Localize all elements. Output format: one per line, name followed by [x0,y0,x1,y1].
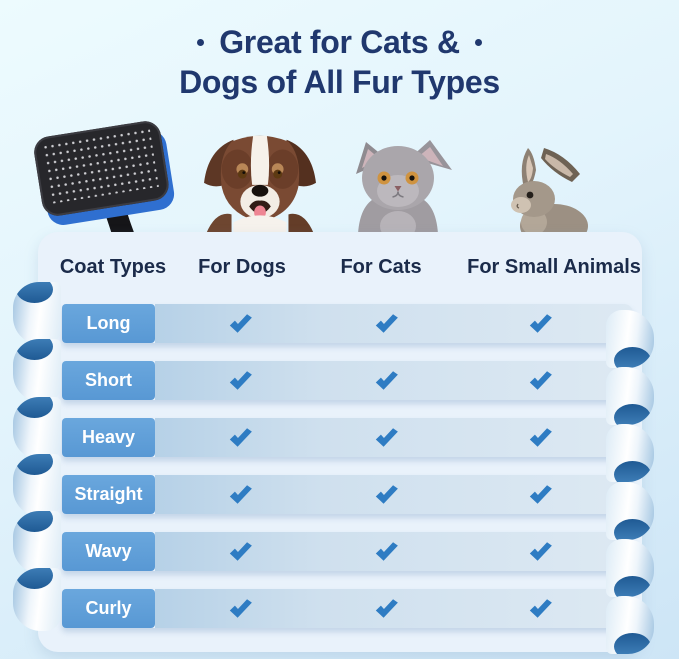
ribbon-curl-left [13,454,61,517]
check-icon [529,313,552,333]
row-band [155,361,633,400]
ribbon-curl-right [606,482,654,540]
ribbon-curl-right [606,424,654,482]
coat-type-label: Long [62,304,155,343]
page-title: Great for Cats & Dogs of All Fur Types [0,22,679,102]
check-icon [375,427,398,447]
ribbon-curl-left [13,397,61,460]
rabbit-image [511,148,588,234]
row-band [155,532,633,571]
check-icon [529,370,552,390]
check-icon [375,484,398,504]
comparison-table: Coat Types For Dogs For Cats For Small A… [38,232,642,652]
table-row: Heavy [62,418,633,457]
ribbon-curl-right [606,596,654,654]
table-row: Short [62,361,633,400]
cat-image [356,140,452,234]
title-line-2: Dogs of All Fur Types [179,64,500,100]
row-band [155,304,633,343]
check-icon [229,484,252,504]
coat-type-label: Wavy [62,532,155,571]
check-icon [529,427,552,447]
check-icon [529,541,552,561]
coat-type-label: Curly [62,589,155,628]
check-icon [229,598,252,618]
table-row: Straight [62,475,633,514]
coat-type-label: Heavy [62,418,155,457]
decorative-dot-left [197,38,205,46]
check-icon [375,313,398,333]
check-icon [529,484,552,504]
check-icon [229,370,252,390]
row-band [155,589,633,628]
table-row: Long [62,304,633,343]
coat-type-label: Straight [62,475,155,514]
header-for-cats: For Cats [340,255,422,278]
header-for-small-animals: For Small Animals [467,255,641,278]
check-icon [229,313,252,333]
ribbon-curl-left [13,339,61,402]
header-coat-types: Coat Types [59,255,167,278]
check-icon [229,427,252,447]
ribbon-curl-left [13,511,61,574]
check-icon [375,598,398,618]
ribbon-curl-right [606,367,654,425]
slicker-brush-image [34,121,175,238]
ribbon-curl-right [606,310,654,368]
dog-image [204,135,316,234]
check-icon [375,370,398,390]
check-icon [375,541,398,561]
table-row: Wavy [62,532,633,571]
table-row: Curly [62,589,633,628]
header-for-dogs: For Dogs [198,255,286,278]
ribbon-curl-right [606,539,654,597]
check-icon [229,541,252,561]
ribbon-curl-left [13,568,61,631]
row-band [155,418,633,457]
decorative-dot-right [474,38,482,46]
coat-type-label: Short [62,361,155,400]
ribbon-curl-left [13,282,61,345]
row-band [155,475,633,514]
check-icon [529,598,552,618]
table-header-row: Coat Types For Dogs For Cats For Small A… [38,232,642,287]
title-line-1: Great for Cats & [219,24,460,60]
